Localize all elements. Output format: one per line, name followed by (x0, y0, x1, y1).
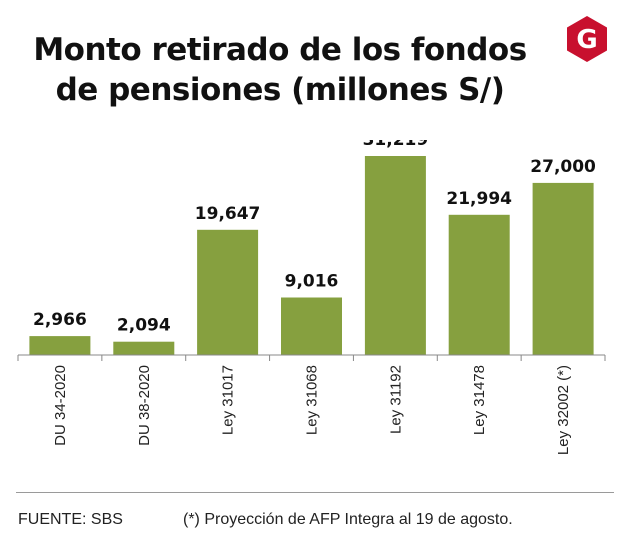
value-label: 2,966 (33, 310, 87, 330)
category-label: Ley 31478 (471, 365, 488, 435)
x-axis-labels: DU 34-2020 DU 38-2020 Ley 31017 Ley 31068 Le… (52, 365, 572, 455)
x-axis-ticks (17, 355, 606, 361)
footer-divider (16, 492, 614, 493)
bar-chart: DU 34-2020 DU 38-2020 Ley 31017 Ley 31068 Le… (17, 140, 606, 455)
bar-du-38-2020 (113, 341, 175, 355)
logo-letter: G (576, 25, 597, 55)
bar-ley-32002 (532, 182, 594, 355)
category-label: DU 38-2020 (136, 365, 153, 446)
value-label: 27,000 (530, 157, 596, 177)
chart-title-line-2: de pensiones (millones S/) (55, 72, 505, 108)
category-label: Ley 31068 (304, 365, 321, 435)
bar-du-34-2020 (29, 336, 91, 355)
bar-ley-31478 (448, 214, 510, 355)
chart-title-line-1: Monto retirado de los fondos (33, 32, 527, 68)
value-label: 2,094 (117, 316, 171, 336)
bar-ley-31068 (281, 297, 342, 355)
value-label: 31,219 (363, 140, 429, 150)
value-label: 19,647 (195, 204, 261, 224)
brand-logo-icon: G (567, 16, 607, 62)
category-label: DU 34-2020 (52, 365, 69, 446)
value-label: 21,994 (446, 189, 512, 209)
bar-ley-31017 (197, 229, 259, 355)
source-text: FUENTE: SBS (18, 511, 123, 528)
bars-group (29, 156, 594, 355)
value-label: 9,016 (285, 272, 339, 292)
value-labels: 2,966 2,094 19,647 9,016 31,219 21,994 27,000 (33, 140, 596, 336)
category-label: Ley 32002 (*) (555, 365, 572, 455)
footnote-text: (*) Proyección de AFP Integra al 19 de a… (183, 511, 513, 528)
bar-ley-31192 (364, 156, 426, 355)
category-label: Ley 31192 (387, 365, 404, 434)
category-label: Ley 31017 (220, 365, 237, 435)
